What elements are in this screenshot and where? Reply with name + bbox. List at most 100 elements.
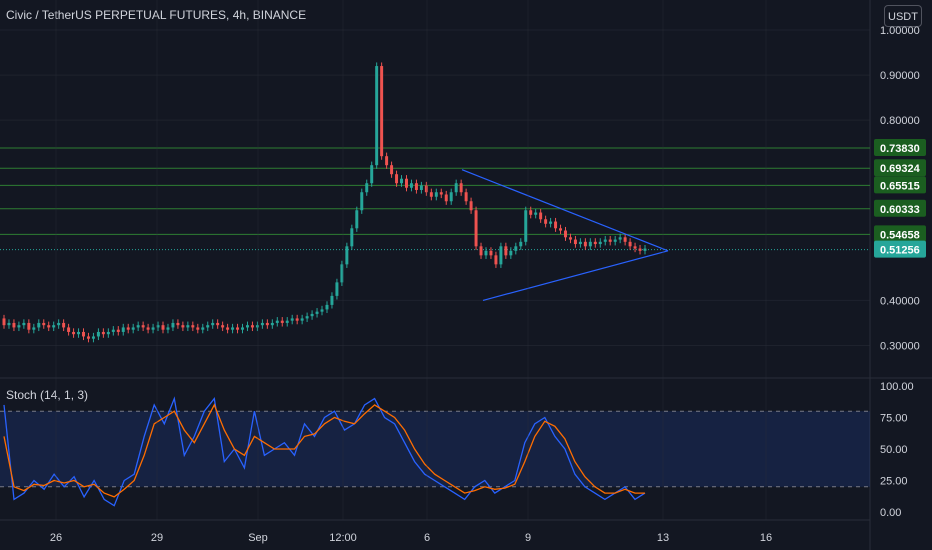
candle-body: [365, 183, 369, 193]
candle-body: [414, 183, 418, 190]
candle-body: [310, 313, 314, 317]
time-tick-label: Sep: [248, 532, 268, 544]
horizontal-level-label: 0.65515: [880, 180, 920, 192]
candle-body: [613, 239, 617, 242]
candle-body: [236, 327, 240, 330]
candle-body: [245, 325, 249, 328]
candle-body: [141, 325, 145, 328]
candle-body: [355, 210, 359, 229]
candle-body: [77, 331, 81, 335]
candle-body: [370, 165, 374, 184]
candle-body: [305, 316, 309, 319]
candle-body: [285, 320, 289, 323]
candle-body: [12, 322, 16, 328]
candle-body: [504, 246, 508, 256]
candle-body: [539, 212, 543, 220]
triangle-lower-trendline[interactable]: [482, 250, 669, 301]
candle-body: [295, 318, 299, 321]
currency-selector[interactable]: USDT: [884, 5, 922, 27]
candle-body: [509, 250, 513, 256]
candle-body: [151, 327, 155, 330]
candle-body: [161, 325, 165, 330]
candle-body: [146, 327, 150, 330]
candle-body: [568, 237, 572, 240]
candle-body: [360, 192, 364, 211]
stoch-tick-label: 100.00: [880, 381, 914, 393]
candle-body: [211, 322, 215, 326]
candle-body: [444, 194, 448, 202]
candle-body: [136, 325, 140, 328]
candle-body: [171, 322, 175, 328]
candle-body: [67, 327, 71, 332]
candle-body: [72, 331, 76, 335]
candle-body: [469, 201, 473, 211]
candle-body: [424, 185, 428, 193]
time-tick-label: 12:00: [329, 532, 357, 544]
horizontal-level-label: 0.60333: [880, 204, 920, 216]
time-tick-label: 29: [151, 532, 163, 544]
candle-body: [96, 331, 100, 337]
candle-body: [400, 178, 404, 184]
candle-body: [474, 210, 478, 247]
candle-body: [126, 327, 130, 330]
candle-body: [573, 239, 577, 245]
candle-body: [395, 174, 399, 184]
candle-body: [593, 241, 597, 245]
candle-body: [330, 295, 334, 305]
candle-body: [603, 239, 607, 242]
candle-body: [131, 327, 135, 330]
candle-body: [57, 322, 61, 326]
candle-body: [534, 212, 538, 215]
candle-body: [275, 320, 279, 323]
horizontal-level-label-bg: [874, 225, 926, 243]
stoch-indicator-label[interactable]: Stoch (14, 1, 3): [6, 388, 89, 402]
last-price-label: 0.51256: [880, 245, 920, 257]
candle-body: [156, 325, 160, 328]
candle-body: [385, 156, 389, 166]
candle-body: [554, 221, 558, 229]
last-price-label-bg: [874, 240, 926, 258]
stoch-d-line: [3, 403, 645, 498]
horizontal-level-label: 0.73830: [880, 143, 920, 155]
candle-body: [121, 327, 125, 332]
candle-body: [221, 325, 225, 328]
candle-body: [166, 327, 170, 330]
candle-body: [578, 241, 582, 245]
chart-title: Civic / TetherUS PERPETUAL FUTURES, 4h, …: [6, 8, 307, 22]
candle-body: [549, 221, 553, 224]
triangle-upper-trendline[interactable]: [461, 169, 669, 252]
candle-body: [32, 327, 36, 330]
candle-body: [191, 325, 195, 328]
candle-body: [598, 241, 602, 245]
candle-body: [559, 228, 563, 231]
candle-body: [250, 325, 254, 328]
horizontal-level-label-bg: [874, 159, 926, 177]
candle-body: [325, 304, 329, 310]
candle-body: [196, 327, 200, 330]
candle-body: [111, 329, 115, 332]
candle-body: [608, 239, 612, 242]
candle-body: [564, 230, 567, 238]
candle-body: [514, 246, 518, 251]
candle-body: [489, 250, 493, 256]
horizontal-level-label: 0.69324: [880, 163, 921, 175]
candle-body: [82, 331, 85, 337]
candle-body: [494, 255, 498, 265]
candle-body: [529, 210, 533, 215]
candle-body: [628, 241, 632, 247]
price-tick-label: 0.80000: [880, 115, 920, 127]
candle-body: [91, 336, 95, 339]
candle-body: [216, 322, 220, 326]
time-tick-label: 26: [50, 532, 62, 544]
candle-body: [17, 325, 21, 328]
candle-body: [201, 327, 205, 330]
candle-body: [231, 327, 235, 330]
stoch-tick-label: 50.00: [880, 444, 908, 456]
candle-body: [350, 228, 354, 247]
candle-body: [255, 325, 259, 328]
candle-body: [449, 192, 453, 202]
candle-body: [454, 183, 458, 193]
candle-body: [544, 219, 548, 224]
candle-body: [176, 322, 180, 326]
